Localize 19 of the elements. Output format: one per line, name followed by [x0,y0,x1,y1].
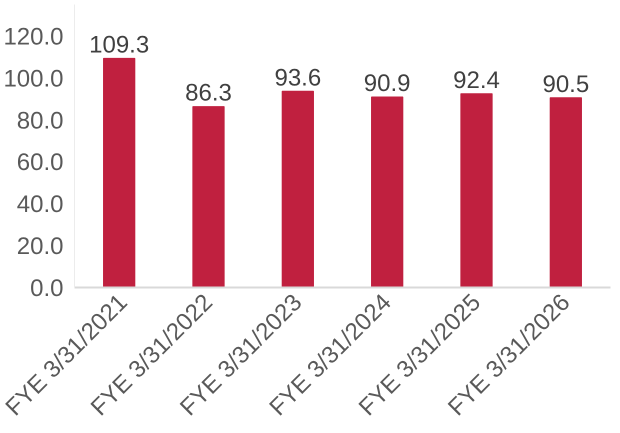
bar [460,93,493,288]
data-label: 93.6 [274,64,322,92]
y-tick-label: 40.0 [16,191,64,218]
data-label: 90.5 [542,70,590,98]
data-label: 92.4 [453,66,500,94]
y-tick-label: 0.0 [30,275,64,302]
bar [282,90,314,288]
bar [192,106,225,288]
data-label: 86.3 [185,80,232,107]
y-tick-label: 20.0 [16,233,64,260]
data-label: 109.3 [89,31,150,58]
y-tick-label: 120.0 [3,23,64,50]
y-tick-label: 60.0 [16,149,64,176]
y-tick-label: 80.0 [16,107,64,134]
data-label: 90.9 [364,70,411,97]
y-tick-label: 100.0 [3,65,64,92]
bar [103,58,136,288]
bar [371,96,404,288]
bar [550,97,582,288]
